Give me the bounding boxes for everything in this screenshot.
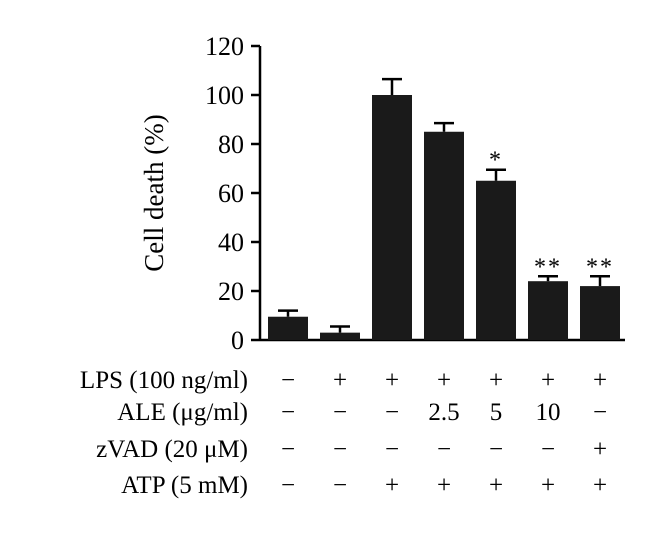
treatment-cell: + [489, 472, 503, 499]
bar [580, 286, 620, 340]
treatment-cell: − [333, 399, 347, 426]
treatment-cell: 5 [490, 399, 503, 426]
treatment-cell: + [541, 367, 555, 394]
treatment-cell: − [385, 436, 399, 463]
y-tick-label: 0 [231, 326, 244, 355]
treatment-cell: + [333, 367, 347, 394]
treatment-cell: + [593, 367, 607, 394]
bar [528, 281, 568, 340]
treatment-cell: − [281, 472, 295, 499]
treatment-row-label: ALE (μg/ml) [117, 399, 248, 426]
treatment-row-label: zVAD (20 μM) [96, 436, 248, 463]
treatment-cell: + [593, 472, 607, 499]
bar [372, 95, 412, 340]
treatment-cell: − [489, 436, 503, 463]
treatment-cell: 2.5 [428, 399, 459, 426]
y-tick-label: 60 [218, 179, 244, 208]
treatment-row-label: ATP (5 mM) [121, 472, 248, 499]
y-tick-label: 80 [218, 130, 244, 159]
y-tick-label: 120 [205, 32, 244, 61]
treatment-cell: + [437, 472, 451, 499]
treatment-cell: − [437, 436, 451, 463]
treatment-cell: − [281, 399, 295, 426]
treatment-cell: − [593, 399, 607, 426]
bar [320, 332, 360, 340]
treatment-cell: + [385, 472, 399, 499]
y-axis-label: Cell death (%) [139, 114, 169, 271]
treatment-cell: − [281, 436, 295, 463]
treatment-cell: + [541, 472, 555, 499]
y-tick-label: 20 [218, 277, 244, 306]
y-tick-label: 100 [205, 81, 244, 110]
treatment-cell: + [385, 367, 399, 394]
y-tick-label: 40 [218, 228, 244, 257]
treatment-cell: 10 [536, 399, 561, 426]
treatment-cell: + [489, 367, 503, 394]
treatment-cell: − [541, 436, 555, 463]
treatment-cell: + [437, 367, 451, 394]
treatment-table: LPS (100 ng/ml) − + + + + + + ALE (μg/ml) − − − 2.5 5… [80, 367, 607, 499]
bar [424, 131, 464, 340]
treatment-cell: + [593, 436, 607, 463]
treatment-cell: − [385, 399, 399, 426]
bar [268, 316, 308, 340]
significance-mark: ** [586, 254, 614, 280]
significance-mark: * [489, 148, 503, 174]
treatment-row-label: LPS (100 ng/ml) [80, 367, 248, 394]
bar [476, 180, 516, 340]
treatment-cell: − [281, 367, 295, 394]
bars: *** ** [268, 77, 620, 340]
significance-mark: ** [534, 254, 562, 280]
treatment-cell: − [333, 472, 347, 499]
treatment-cell: − [333, 436, 347, 463]
